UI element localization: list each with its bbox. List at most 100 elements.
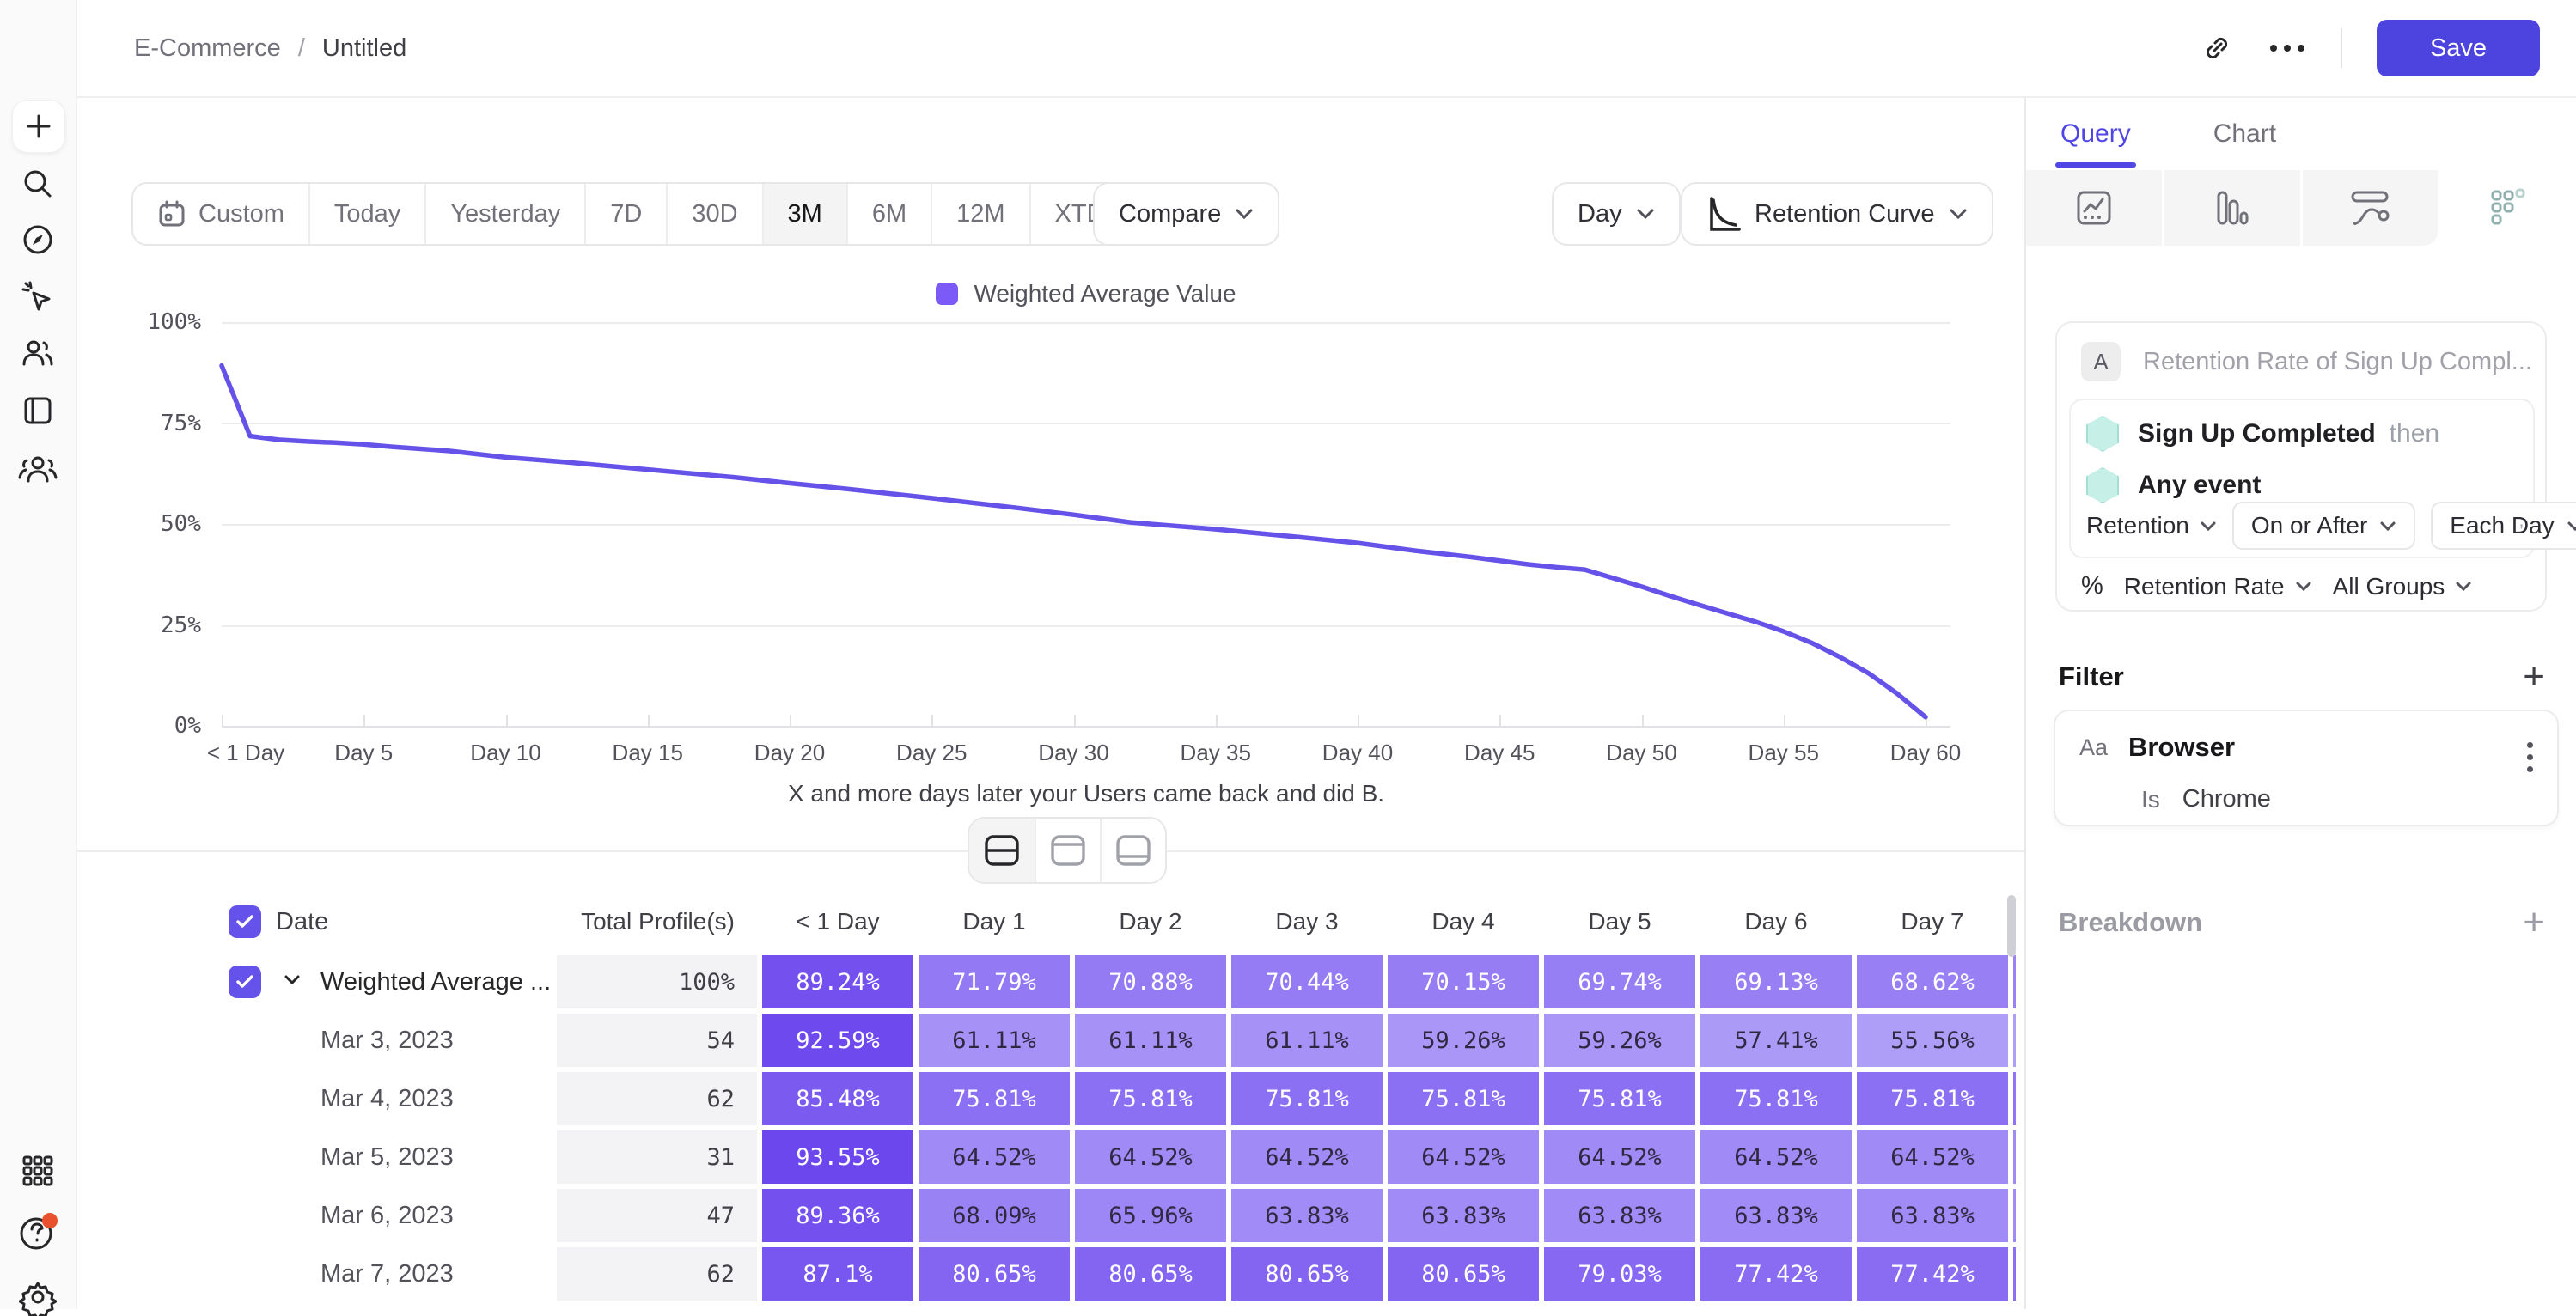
retention-cell: 64.52% [1700,1130,1852,1184]
events-cursor-icon[interactable] [20,279,56,315]
retention-cell: 68.09% [919,1189,1070,1242]
range-today[interactable]: Today [308,184,424,244]
breadcrumb-workspace[interactable]: E-Commerce [134,34,281,63]
tab-chart[interactable]: Chart [2213,119,2276,149]
settings-gear-icon[interactable] [19,1278,57,1316]
filter-kebab-menu-icon[interactable] [2527,742,2533,772]
compare-button[interactable]: Compare [1093,182,1279,246]
chevron-down-icon [1636,208,1655,220]
breadcrumb-report-title[interactable]: Untitled [322,34,406,63]
x-axis-label: Day 15 [613,740,683,766]
query-panel: Query Chart A Retention Rate of Sign Up [2024,98,2576,1309]
query-title[interactable]: Retention Rate of Sign Up Compl... [2143,348,2532,376]
row-total-profiles: 54 [557,1014,757,1067]
range-3m[interactable]: 3M [762,184,846,244]
retention-cell: 75.81% [1700,1072,1852,1125]
event-1-name[interactable]: Sign Up Completed [2138,419,2376,448]
granularity-button[interactable]: Day [1552,182,1681,246]
range-12m[interactable]: 12M [931,184,1029,244]
share-link-icon[interactable] [2200,31,2234,65]
row-date: Mar 5, 2023 [320,1143,557,1172]
row-total-profiles: 31 [557,1130,757,1184]
range-label: 12M [956,200,1004,228]
x-axis-line [222,726,1950,728]
retention-type-dropdown[interactable]: Retention [2086,512,2217,539]
retention-cell: 75.81% [1231,1072,1383,1125]
retention-cell: 69.74% [1544,955,1695,1008]
legend-label: Weighted Average Value [974,280,1236,308]
users-icon[interactable] [20,335,56,371]
panel-library-icon[interactable] [21,393,55,428]
event-row-2[interactable]: Any event [2071,467,2533,503]
filter-card[interactable]: Aa Browser Is Chrome [2054,710,2559,826]
range-custom[interactable]: Custom [133,184,308,244]
layout-chart-top-button[interactable] [1035,819,1100,882]
retention-cell: 64.52% [1388,1130,1539,1184]
x-axis-label: Day 20 [754,740,825,766]
event-hexagon-icon [2086,467,2119,503]
retention-cell: 75.81% [2013,1247,2016,1301]
y-axis-label: 25% [98,612,201,638]
query-step-badge: A [2081,342,2121,381]
select-row-checkbox[interactable] [229,966,261,998]
search-icon[interactable] [21,167,55,201]
cohorts-group-icon[interactable] [18,452,58,488]
filter-value[interactable]: Chrome [2182,785,2271,813]
insights-line-chart-icon[interactable] [2026,170,2162,246]
tab-query[interactable]: Query [2060,119,2131,149]
funnel-bar-chart-icon[interactable] [2164,170,2300,246]
range-6m[interactable]: 6M [846,184,931,244]
retention-grid-icon[interactable] [2440,170,2576,246]
range-label: 3M [788,200,822,228]
retention-cell: 55.56% [2013,1014,2016,1067]
string-property-icon: Aa [2079,734,2108,761]
x-axis-label: Day 5 [334,740,393,766]
filter-field-name[interactable]: Browser [2128,732,2235,763]
x-axis-label: Day 40 [1322,740,1393,766]
layout-split-button[interactable] [969,819,1035,882]
groups-dropdown[interactable]: All Groups [2333,573,2473,600]
x-axis-label: Day 55 [1749,740,1819,766]
chevron-down-icon [2200,521,2217,532]
measure-dropdown[interactable]: Retention Rate [2124,573,2312,600]
select-all-checkbox[interactable] [229,905,261,938]
range-yesterday[interactable]: Yesterday [424,184,584,244]
x-axis-label: Day 45 [1464,740,1535,766]
table-scrollbar[interactable] [2007,895,2016,957]
range-label: Custom [198,200,284,228]
each-day-label: Each Day [2450,512,2554,539]
new-report-button[interactable] [12,100,65,153]
event-2-name[interactable]: Any event [2138,471,2261,500]
on-or-after-dropdown[interactable]: On or After [2232,502,2415,550]
topbar-divider [2341,28,2342,68]
retention-cell: 68.62% [1857,955,2008,1008]
retention-curve-icon [1706,195,1741,233]
event-row-1[interactable]: Sign Up Completed then [2071,416,2533,452]
apps-grid-icon[interactable] [21,1154,55,1188]
range-30d[interactable]: 30D [666,184,761,244]
notification-dot [42,1213,58,1228]
flow-icon[interactable] [2303,170,2439,246]
event-sequence-card: Sign Up Completed then Any event Retenti… [2069,399,2535,558]
add-filter-button[interactable]: + [2523,658,2545,696]
range-7d[interactable]: 7D [584,184,666,244]
filter-operator[interactable]: Is [2141,786,2160,813]
each-day-dropdown[interactable]: Each Day [2431,502,2576,550]
retention-line-series[interactable] [222,322,1950,726]
layout-table-bottom-button[interactable] [1100,819,1165,882]
expand-row-chevron-icon[interactable] [284,974,301,990]
retention-cell: 57.41% [1700,1014,1852,1067]
retention-cell: 70.88% [1075,955,1226,1008]
x-axis-label: Day 60 [1890,740,1961,766]
explore-compass-icon[interactable] [21,222,55,257]
more-options-icon[interactable] [2268,43,2306,53]
retention-cell: 75.81% [1388,1072,1539,1125]
help-icon[interactable] [15,1209,60,1254]
chevron-down-icon [2455,581,2472,592]
breakdown-section-title: Breakdown [2059,907,2202,938]
add-breakdown-button[interactable]: + [2523,904,2545,941]
save-button[interactable]: Save [2377,20,2540,76]
chart-type-button[interactable]: Retention Curve [1681,182,1993,246]
